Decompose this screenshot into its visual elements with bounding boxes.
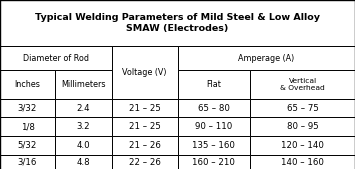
Bar [0, 99, 55, 117]
Bar [250, 70, 355, 99]
Bar [178, 70, 250, 99]
Text: Typical Welding Parameters of Mild Steel & Low Alloy
SMAW (Electrodes): Typical Welding Parameters of Mild Steel… [35, 13, 320, 33]
Bar [112, 99, 178, 117]
Text: Amperage (A): Amperage (A) [238, 54, 294, 63]
Bar [0, 155, 55, 169]
Bar [112, 117, 178, 136]
Text: 90 – 110: 90 – 110 [195, 122, 233, 131]
Text: 120 – 140: 120 – 140 [281, 141, 324, 150]
Bar [178, 155, 250, 169]
Bar [112, 136, 178, 155]
Bar [112, 46, 178, 99]
Text: 1/8: 1/8 [21, 122, 34, 131]
Bar [250, 99, 355, 117]
Text: 4.0: 4.0 [77, 141, 90, 150]
Bar [250, 117, 355, 136]
Text: 135 – 160: 135 – 160 [192, 141, 235, 150]
Bar [178, 136, 250, 155]
Text: Inches: Inches [15, 80, 40, 89]
Bar [55, 70, 112, 99]
Text: Diameter of Rod: Diameter of Rod [23, 54, 89, 63]
Text: 2.4: 2.4 [77, 104, 90, 113]
Bar [55, 136, 112, 155]
Bar [55, 99, 112, 117]
Text: 3/32: 3/32 [18, 104, 37, 113]
Bar [250, 155, 355, 169]
Text: 21 – 25: 21 – 25 [129, 122, 160, 131]
Text: 65 – 75: 65 – 75 [287, 104, 318, 113]
Bar [178, 99, 250, 117]
Bar [250, 136, 355, 155]
Text: Vertical
& Overhead: Vertical & Overhead [280, 78, 325, 91]
Text: Flat: Flat [207, 80, 221, 89]
Text: 21 – 25: 21 – 25 [129, 104, 160, 113]
Bar [0, 46, 112, 70]
Text: 3.2: 3.2 [77, 122, 90, 131]
Text: 5/32: 5/32 [18, 141, 37, 150]
Bar [178, 117, 250, 136]
Text: 160 – 210: 160 – 210 [192, 158, 235, 167]
Text: Voltage (V): Voltage (V) [122, 68, 167, 77]
Text: 65 – 80: 65 – 80 [198, 104, 230, 113]
Bar [55, 155, 112, 169]
Bar [0, 117, 55, 136]
Bar [55, 117, 112, 136]
Text: 21 – 26: 21 – 26 [129, 141, 160, 150]
Text: 3/16: 3/16 [18, 158, 37, 167]
Bar [0, 70, 55, 99]
Bar [178, 46, 355, 70]
Text: Millimeters: Millimeters [61, 80, 106, 89]
Bar [112, 155, 178, 169]
Text: 80 – 95: 80 – 95 [287, 122, 318, 131]
Text: 4.8: 4.8 [77, 158, 90, 167]
Bar [0, 0, 355, 46]
Bar [0, 136, 55, 155]
Text: 140 – 160: 140 – 160 [281, 158, 324, 167]
Text: 22 – 26: 22 – 26 [129, 158, 160, 167]
